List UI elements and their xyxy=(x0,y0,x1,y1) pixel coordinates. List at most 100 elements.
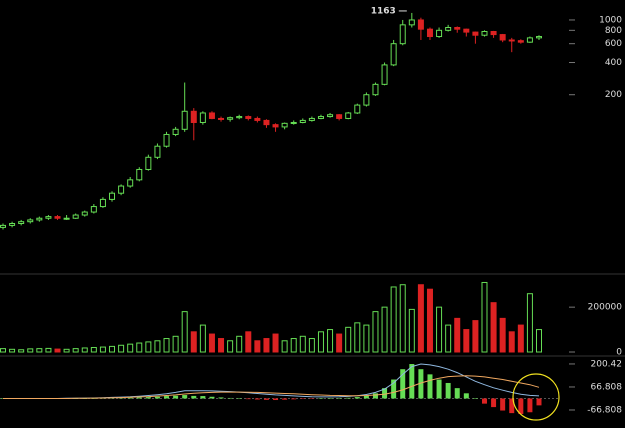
macd-histogram-bar xyxy=(318,398,324,399)
candle-body xyxy=(9,223,16,226)
macd-histogram-bar xyxy=(227,397,233,399)
volume-bar xyxy=(163,338,170,353)
candle-body xyxy=(454,27,461,30)
candle-body xyxy=(472,31,479,36)
y-tick-label: 200000 xyxy=(588,303,623,313)
candle-body xyxy=(227,117,234,120)
peak-annotation: 1163 xyxy=(371,6,396,16)
macd-histogram-bar xyxy=(309,398,315,399)
candle-body xyxy=(154,145,161,158)
macd-histogram-bar xyxy=(245,398,251,400)
volume-bar xyxy=(299,335,306,353)
volume-bar xyxy=(190,331,197,353)
candle-body xyxy=(290,121,297,124)
volume-bar xyxy=(508,331,515,353)
macd-histogram-bar xyxy=(427,374,433,399)
candle-body xyxy=(63,217,70,220)
y-tick-label: 200.42 xyxy=(591,359,623,369)
volume-bar xyxy=(136,342,143,353)
macd-histogram-bar xyxy=(136,397,142,399)
volume-bar xyxy=(536,329,542,353)
volume-bar xyxy=(18,349,25,353)
macd-histogram-bar xyxy=(536,398,542,406)
macd-histogram-bar xyxy=(472,398,478,399)
candle-body xyxy=(190,110,197,123)
candle-body xyxy=(127,179,134,187)
volume-bar xyxy=(9,348,16,353)
macd-histogram-bar xyxy=(127,397,133,399)
candle-body xyxy=(336,114,343,119)
candle-body xyxy=(72,214,79,219)
candle-body xyxy=(436,29,443,38)
volume-bar xyxy=(72,348,79,353)
candle-body xyxy=(163,133,170,147)
y-tick-label: 800 xyxy=(605,26,622,36)
macd-histogram-bar xyxy=(273,398,279,401)
macd-histogram-bar xyxy=(200,396,206,399)
candle-body xyxy=(172,128,179,135)
volume-bar xyxy=(208,333,215,353)
volume-bar xyxy=(45,347,52,353)
volume-bar xyxy=(0,348,6,353)
macd-histogram-bar xyxy=(345,397,351,399)
macd-histogram-bar xyxy=(154,396,160,399)
candle-body xyxy=(526,37,533,43)
candle-body xyxy=(118,185,125,194)
candle-body xyxy=(54,216,61,219)
candle-body xyxy=(218,117,225,120)
volume-bar xyxy=(63,348,70,353)
volume-bar xyxy=(227,340,234,353)
macd-histogram-bar xyxy=(409,364,415,399)
y-tick-label: 400 xyxy=(605,58,622,68)
macd-histogram-bar xyxy=(209,396,215,399)
volume-bar xyxy=(327,329,334,353)
volume-bar xyxy=(399,284,406,353)
candle-body xyxy=(445,27,452,31)
candle-body xyxy=(517,40,524,43)
volume-bar xyxy=(408,308,415,353)
candle-body xyxy=(208,112,215,119)
macd-histogram-bar xyxy=(218,397,224,399)
macd-histogram-bar xyxy=(354,397,360,399)
highlight-circle xyxy=(512,373,560,421)
volume-bar xyxy=(218,338,225,353)
macd-histogram-bar xyxy=(400,369,406,399)
volume-bar xyxy=(81,347,88,353)
candle-body xyxy=(481,31,488,36)
candle-body xyxy=(236,116,243,119)
candle-body xyxy=(327,114,334,118)
volume-bar xyxy=(463,329,470,353)
macd-histogram-bar xyxy=(145,397,151,399)
candle-body xyxy=(463,28,470,33)
volume-bar xyxy=(381,306,388,353)
volume-bar xyxy=(517,324,524,353)
macd-histogram-bar xyxy=(481,398,487,404)
volume-bar xyxy=(336,333,343,353)
volume-bar xyxy=(390,286,397,353)
volume-bar xyxy=(199,324,206,353)
candle-body xyxy=(36,217,43,221)
volume-bar xyxy=(36,348,43,353)
candle-body xyxy=(408,19,415,26)
macd-histogram-bar xyxy=(282,398,288,400)
volume-bar xyxy=(145,341,152,353)
volume-bar xyxy=(308,338,315,353)
candle-body xyxy=(181,110,188,130)
y-tick-label: 66.808 xyxy=(591,382,623,392)
candle-body xyxy=(372,83,379,96)
volume-bar xyxy=(90,347,97,353)
macd-histogram-bar xyxy=(454,388,460,399)
volume-bar xyxy=(181,311,188,353)
volume-bar xyxy=(245,331,252,353)
candle-body xyxy=(136,168,143,181)
candle-body xyxy=(299,119,306,123)
candle-body xyxy=(499,34,506,41)
candle-body xyxy=(18,221,25,225)
volume-bar xyxy=(472,320,479,353)
volume-bar xyxy=(172,335,179,353)
macd-histogram-bar xyxy=(236,398,242,399)
volume-bar xyxy=(372,311,379,353)
macd-histogram-bar xyxy=(391,379,397,399)
macd-histogram-bar xyxy=(372,393,378,399)
